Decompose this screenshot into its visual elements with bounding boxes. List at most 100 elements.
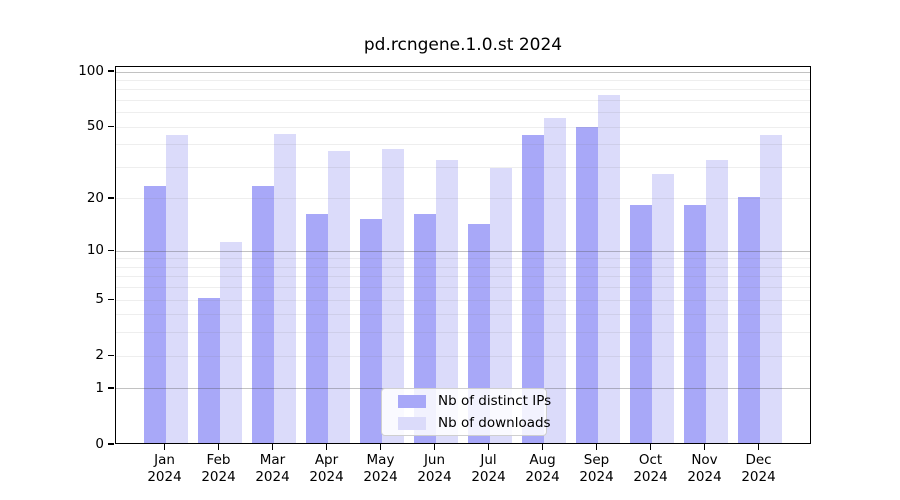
x-tick-year: 2024 [255, 469, 290, 485]
bar-aug-downloads [543, 117, 566, 443]
x-tick-year: 2024 [309, 469, 344, 485]
x-tick-month: May [366, 452, 395, 468]
x-tick-label-nov: Nov 2024 [675, 452, 735, 486]
gridline-minor-40 [116, 144, 810, 146]
x-tick-label-oct: Oct 2024 [621, 452, 681, 486]
x-tick-mark-jun [433, 444, 436, 450]
bar-nov-distinct-ips [683, 205, 706, 443]
bar-may-distinct-ips [359, 218, 382, 443]
x-tick-month: Nov [691, 452, 718, 468]
x-tick-label-mar: Mar 2024 [243, 452, 303, 486]
y-tick-mark-100 [108, 70, 114, 72]
x-tick-label-jul: Jul 2024 [459, 452, 519, 486]
bar-oct-distinct-ips [629, 205, 652, 443]
bar-jun-downloads [435, 160, 458, 443]
x-tick-month: Mar [259, 452, 286, 468]
x-tick-mark-may [379, 444, 382, 450]
gridline-minor-9 [116, 258, 810, 260]
legend: Nb of distinct IPs Nb of downloads [381, 388, 551, 436]
x-tick-mark-feb [217, 444, 220, 450]
x-tick-mark-jul [487, 444, 490, 450]
x-tick-mark-oct [649, 444, 652, 450]
x-tick-label-feb: Feb 2024 [189, 452, 249, 486]
legend-row-distinct-ips: Nb of distinct IPs [398, 393, 551, 410]
legend-swatch-distinct-ips [398, 394, 426, 408]
legend-label-distinct-ips: Nb of distinct IPs [438, 393, 552, 409]
bar-mar-downloads [273, 133, 296, 443]
bar-feb-downloads [219, 242, 242, 443]
x-tick-month: Apr [314, 452, 339, 468]
gridline-minor-50 [116, 126, 810, 128]
bar-aug-distinct-ips [521, 135, 544, 443]
x-tick-year: 2024 [525, 469, 560, 485]
bar-nov-downloads [705, 160, 728, 443]
y-tick-label-20: 20 [86, 189, 104, 206]
bar-jul-downloads [489, 168, 512, 443]
bar-feb-distinct-ips [197, 298, 220, 443]
x-tick-mark-nov [703, 444, 706, 450]
bar-may-downloads [381, 149, 404, 443]
bar-oct-downloads [651, 173, 674, 443]
gridline-minor-30 [116, 166, 810, 168]
y-tick-label-50: 50 [86, 118, 104, 135]
bars-layer [116, 67, 810, 443]
bar-sep-downloads [597, 95, 620, 443]
x-tick-month: Aug [529, 452, 556, 468]
gridline-minor-3 [116, 332, 810, 334]
gridline-major-10 [116, 250, 810, 252]
x-tick-label-dec: Dec 2024 [729, 452, 789, 486]
y-tick-mark-10 [108, 249, 114, 251]
bar-sep-distinct-ips [575, 126, 598, 443]
legend-row-downloads: Nb of downloads [398, 415, 551, 432]
y-tick-label-10: 10 [86, 242, 104, 259]
bar-jan-distinct-ips [143, 186, 166, 443]
x-tick-year: 2024 [633, 469, 668, 485]
x-tick-month: Sep [583, 452, 610, 468]
plot-area: Nb of distinct IPs Nb of downloads [115, 66, 811, 444]
gridline-minor-70 [116, 100, 810, 102]
bar-apr-distinct-ips [305, 214, 328, 443]
x-tick-mark-sep [595, 444, 598, 450]
x-tick-label-may: May 2024 [351, 452, 411, 486]
x-tick-year: 2024 [201, 469, 236, 485]
bar-dec-downloads [759, 135, 782, 443]
grid-layer [116, 67, 810, 443]
gridline-minor-8 [116, 266, 810, 268]
x-tick-label-jan: Jan 2024 [135, 452, 195, 486]
x-tick-mark-jan [163, 444, 166, 450]
bar-dec-distinct-ips [737, 196, 760, 443]
x-tick-year: 2024 [147, 469, 182, 485]
y-tick-mark-1 [108, 387, 114, 389]
x-tick-year: 2024 [579, 469, 614, 485]
y-tick-label-5: 5 [95, 291, 104, 308]
y-tick-mark-50 [108, 125, 114, 127]
y-tick-mark-0 [108, 443, 114, 445]
x-tick-mark-dec [757, 444, 760, 450]
y-tick-label-2: 2 [95, 347, 104, 364]
bar-apr-downloads [327, 151, 350, 443]
x-tick-month: Feb [206, 452, 231, 468]
x-tick-month: Oct [638, 452, 663, 468]
x-tick-label-aug: Aug 2024 [513, 452, 573, 486]
gridline-minor-4 [116, 314, 810, 316]
x-tick-label-jun: Jun 2024 [405, 452, 465, 486]
y-tick-mark-5 [108, 298, 114, 300]
x-tick-label-apr: Apr 2024 [297, 452, 357, 486]
gridline-minor-80 [116, 89, 810, 91]
x-tick-label-sep: Sep 2024 [567, 452, 627, 486]
x-tick-year: 2024 [741, 469, 776, 485]
x-tick-month: Dec [745, 452, 772, 468]
gridline-minor-20 [116, 198, 810, 200]
gridline-minor-90 [116, 79, 810, 81]
y-tick-label-0: 0 [95, 436, 104, 452]
gridline-major-100 [116, 71, 810, 73]
x-tick-year: 2024 [363, 469, 398, 485]
y-tick-mark-2 [108, 354, 114, 356]
x-tick-year: 2024 [687, 469, 722, 485]
x-tick-mark-apr [325, 444, 328, 450]
bar-mar-distinct-ips [251, 186, 274, 443]
y-tick-label-100: 100 [78, 63, 104, 80]
x-tick-year: 2024 [471, 469, 506, 485]
gridline-minor-5 [116, 299, 810, 301]
